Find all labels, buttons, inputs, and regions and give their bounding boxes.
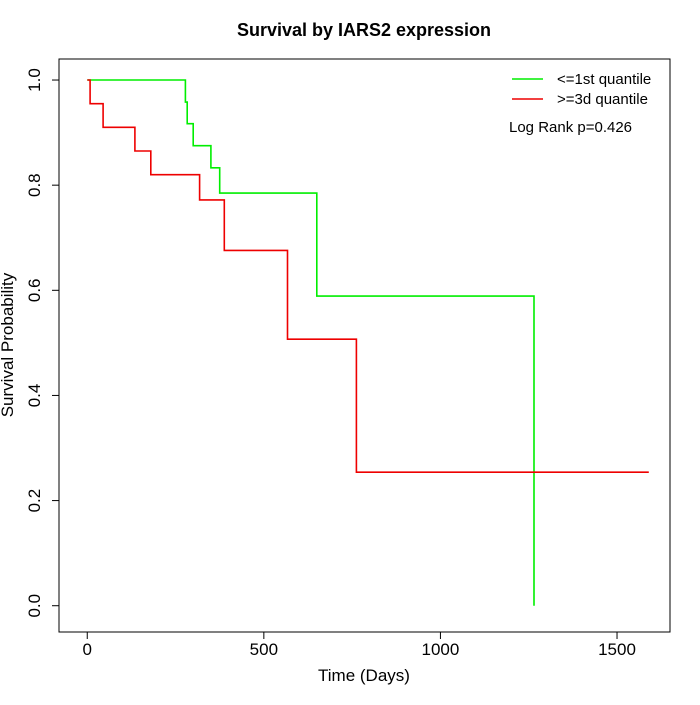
y-axis: 0.0 0.2 0.4 0.6 0.8 1.0 [25, 68, 60, 618]
x-tick-label: 0 [83, 640, 92, 659]
log-rank-annotation: Log Rank p=0.426 [509, 119, 632, 136]
y-tick-label: 1.0 [25, 68, 44, 92]
y-tick-label: 0.8 [25, 173, 44, 197]
series-group [87, 79, 649, 606]
y-tick-label: 0.0 [25, 594, 44, 618]
x-tick-label: 1000 [422, 640, 460, 659]
series-line-1 [87, 79, 535, 606]
series-line-2 [87, 79, 649, 474]
legend-label: <=1st quantile [557, 71, 651, 88]
legend-label: >=3d quantile [557, 91, 648, 108]
y-tick-label: 0.6 [25, 278, 44, 302]
y-tick-label: 0.2 [25, 489, 44, 513]
chart-title: Survival by IARS2 expression [237, 20, 491, 40]
x-axis: 0 500 1000 1500 [83, 631, 636, 659]
y-tick-label: 0.4 [25, 384, 44, 408]
x-tick-label: 500 [250, 640, 278, 659]
y-axis-label: Survival Probability [0, 272, 17, 417]
x-axis-label: Time (Days) [318, 666, 410, 685]
plot-frame [58, 58, 671, 633]
legend: <=1st quantile >=3d quantile [512, 71, 651, 108]
x-tick-label: 1500 [598, 640, 636, 659]
